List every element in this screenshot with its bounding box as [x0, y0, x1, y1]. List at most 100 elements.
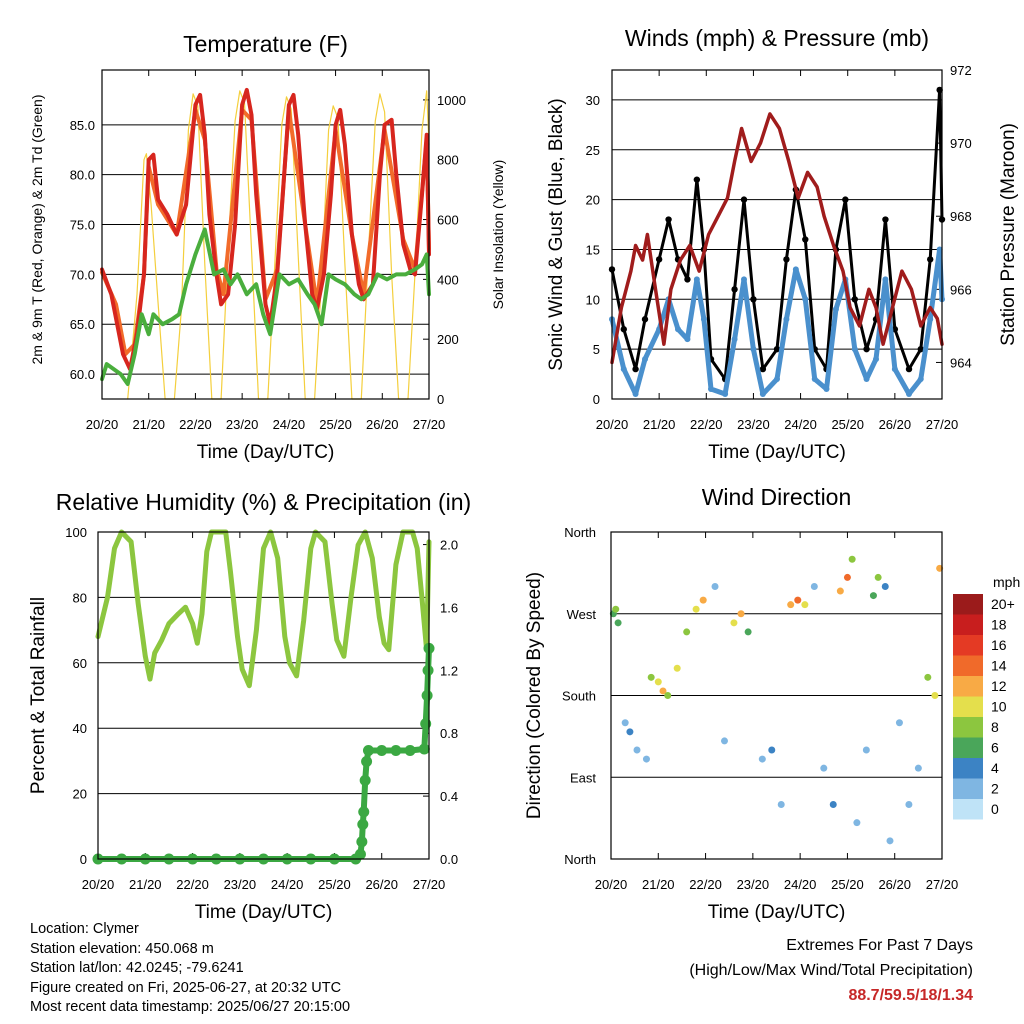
- x-tick-label: 26/20: [878, 877, 911, 892]
- legend-label: 18: [991, 617, 1007, 633]
- x-tick-label: 25/20: [318, 877, 351, 892]
- y-tick-label: 60.0: [70, 367, 95, 382]
- x-tick-label: 26/20: [365, 877, 398, 892]
- y2-tick-label: 966: [950, 282, 972, 297]
- x-axis-label: Time (Day/UTC): [197, 442, 335, 463]
- x-tick-label: 21/20: [132, 417, 165, 432]
- x-tick-label: 22/20: [690, 417, 723, 432]
- panel-2: Winds (mph) & Pressure (mb) Time (Day/UTC…: [546, 25, 1019, 463]
- precip-point: [421, 690, 433, 701]
- direction-point: [642, 755, 650, 763]
- legend-swatch: [953, 696, 983, 717]
- direction-point: [626, 728, 634, 736]
- x-tick-label: 21/20: [642, 877, 675, 892]
- plot-frame: [610, 531, 943, 860]
- y-tick-label: 60: [73, 656, 87, 671]
- x-tick-label: 21/20: [129, 877, 162, 892]
- x-tick-label: 21/20: [643, 417, 676, 432]
- y2-tick-label: 2.0: [440, 538, 458, 553]
- y-tick-label: 0: [593, 392, 600, 407]
- x-tick-label: 20/20: [86, 417, 119, 432]
- y-tick-label: 80.0: [70, 168, 95, 183]
- legend-swatch: [953, 778, 983, 799]
- direction-point: [810, 583, 818, 590]
- legend-swatch: [953, 737, 983, 758]
- y-tick-label: East: [570, 770, 596, 785]
- created-text: Figure created on Fri, 2025-06-27, at 20…: [30, 979, 342, 996]
- series-gust: [610, 88, 944, 381]
- x-axis-label: Time (Day/UTC): [195, 902, 333, 923]
- y-tick-label: South: [562, 689, 596, 704]
- wind-point: [927, 316, 934, 323]
- direction-point: [737, 610, 745, 618]
- y-tick-label: 10: [586, 292, 600, 307]
- wind-point: [700, 316, 707, 323]
- direction-point: [683, 628, 691, 636]
- wind-point: [759, 391, 766, 398]
- series-wind: [609, 247, 945, 397]
- latlon-text: Station lat/lon: 42.0245; -79.6241: [30, 960, 244, 976]
- precip-point: [359, 774, 371, 786]
- wind-point: [891, 366, 898, 373]
- y2-tick-label: 800: [437, 153, 459, 168]
- wind-point: [731, 336, 738, 343]
- x-tick-label: 27/20: [926, 877, 959, 892]
- wind-point: [851, 346, 858, 353]
- x-tick-label: 22/20: [689, 877, 722, 892]
- wind-point: [632, 391, 639, 398]
- panel-title: Winds (mph) & Pressure (mb): [625, 25, 929, 51]
- direction-point: [820, 764, 828, 772]
- precip-point: [390, 745, 402, 757]
- y2-tick-label: 0.0: [440, 852, 458, 867]
- direction-point: [744, 628, 752, 636]
- direction-point: [881, 583, 889, 590]
- y-tick-label: North: [564, 852, 596, 867]
- direction-point: [614, 619, 622, 627]
- y-tick-label: 15: [586, 242, 600, 257]
- panel-3: Relative Humidity (%) & Precipitation (i…: [28, 489, 471, 923]
- y-tick-label: North: [564, 525, 596, 540]
- x-tick-label: 25/20: [831, 417, 864, 432]
- direction-point: [829, 801, 837, 808]
- direction-point: [699, 596, 707, 604]
- direction-point: [659, 687, 667, 695]
- y2-tick-label: 0: [437, 392, 444, 407]
- wind-point: [802, 296, 809, 303]
- x-tick-label: 22/20: [176, 877, 209, 892]
- wind-point: [882, 276, 889, 283]
- x-tick-label: 24/20: [271, 877, 304, 892]
- y2-tick-label: 200: [437, 332, 459, 347]
- direction-point: [777, 801, 785, 808]
- x-tick-label: 24/20: [273, 417, 306, 432]
- y-tick-label: 100: [65, 525, 87, 540]
- y2-tick-label: 1.6: [440, 600, 458, 615]
- y2-tick-label: 970: [950, 136, 972, 151]
- y-tick-label: 0: [80, 852, 87, 867]
- x-tick-label: 20/20: [596, 417, 629, 432]
- y-axis-label: 2m & 9m T (Red, Orange) & 2m Td (Green): [29, 95, 45, 365]
- panel-title: Temperature (F): [183, 31, 348, 57]
- x-tick-label: 27/20: [926, 417, 959, 432]
- legend-swatch: [953, 614, 983, 635]
- elevation-text: Station elevation: 450.068 m: [30, 940, 214, 957]
- direction-point: [874, 573, 882, 581]
- x-tick-label: 26/20: [366, 417, 399, 432]
- wind-point: [832, 306, 839, 313]
- y-axis-label: Direction (Colored By Speed): [524, 572, 545, 819]
- wind-point: [675, 326, 681, 333]
- legend-label: 20+: [991, 596, 1015, 612]
- direction-point: [711, 583, 719, 590]
- legend-swatch: [953, 635, 983, 656]
- legend-title: mph: [993, 574, 1020, 590]
- plot-frame: [611, 69, 943, 400]
- y2-tick-label: 0.4: [440, 789, 458, 804]
- x-tick-label: 24/20: [784, 877, 817, 892]
- direction-point: [843, 573, 851, 581]
- wind-point: [873, 356, 879, 363]
- wind-point: [708, 386, 714, 393]
- direction-point: [787, 601, 795, 609]
- y2-tick-label: 972: [950, 63, 972, 78]
- x-tick-label: 25/20: [319, 417, 352, 432]
- x-tick-label: 23/20: [737, 417, 770, 432]
- precip-point: [357, 818, 369, 830]
